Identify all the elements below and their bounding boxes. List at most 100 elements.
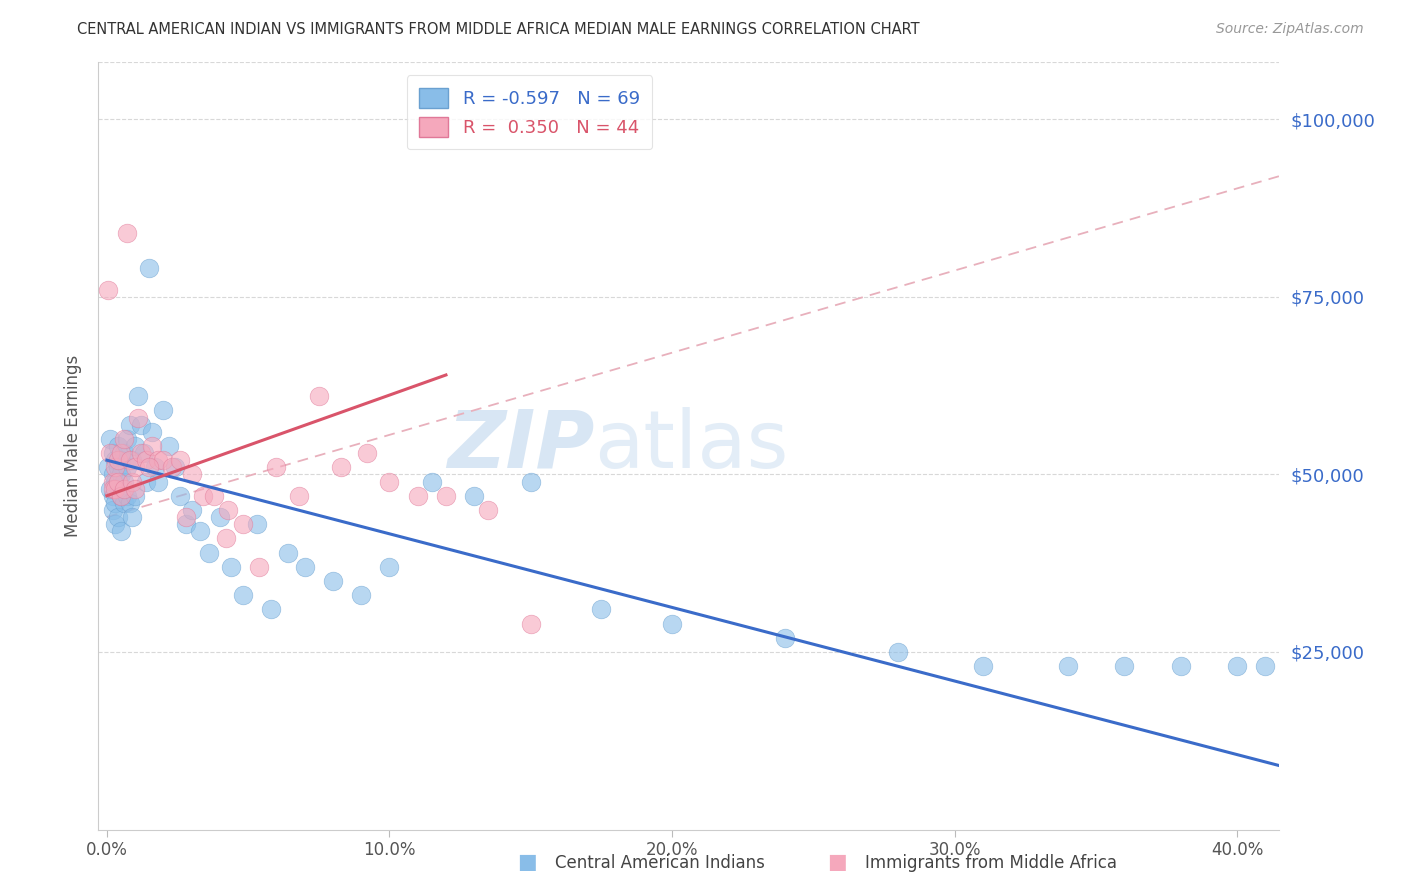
- Point: [180, 503, 202, 517]
- Point: [112, 496, 135, 510]
- Point: [112, 482, 135, 496]
- Point: [101, 446, 124, 460]
- Point: [174, 510, 197, 524]
- Point: [138, 460, 160, 475]
- Point: [231, 517, 253, 532]
- Point: [110, 489, 132, 503]
- Point: [434, 489, 457, 503]
- Text: ■: ■: [827, 853, 846, 872]
- Text: ZIP: ZIP: [447, 407, 595, 485]
- Point: [104, 482, 127, 496]
- Point: [124, 439, 146, 453]
- Point: [266, 460, 288, 475]
- Point: [152, 453, 174, 467]
- Point: [118, 453, 141, 467]
- Y-axis label: Median Male Earnings: Median Male Earnings: [65, 355, 83, 537]
- Point: [124, 460, 146, 475]
- Point: [118, 496, 141, 510]
- Point: [208, 510, 231, 524]
- Point: [152, 403, 174, 417]
- Point: [107, 475, 129, 489]
- Point: [110, 446, 132, 460]
- Point: [141, 425, 163, 439]
- Point: [249, 559, 271, 574]
- Point: [887, 645, 910, 659]
- Point: [188, 524, 211, 539]
- Point: [135, 453, 157, 467]
- Point: [972, 659, 994, 673]
- Point: [143, 460, 166, 475]
- Point: [112, 446, 135, 460]
- Point: [115, 226, 138, 240]
- Point: [217, 503, 239, 517]
- Point: [1112, 659, 1135, 673]
- Point: [146, 475, 169, 489]
- Point: [107, 453, 129, 467]
- Point: [118, 417, 141, 432]
- Point: [174, 517, 197, 532]
- Point: [138, 261, 160, 276]
- Point: [132, 446, 155, 460]
- Point: [163, 460, 186, 475]
- Point: [519, 616, 541, 631]
- Point: [101, 475, 124, 489]
- Point: [378, 475, 401, 489]
- Point: [135, 475, 157, 489]
- Point: [101, 467, 124, 482]
- Point: [260, 602, 283, 616]
- Point: [98, 432, 121, 446]
- Point: [141, 439, 163, 453]
- Point: [246, 517, 269, 532]
- Point: [378, 559, 401, 574]
- Point: [124, 482, 146, 496]
- Point: [115, 489, 138, 503]
- Point: [591, 602, 613, 616]
- Point: [97, 460, 120, 475]
- Point: [308, 389, 330, 403]
- Text: CENTRAL AMERICAN INDIAN VS IMMIGRANTS FROM MIDDLE AFRICA MEDIAN MALE EARNINGS CO: CENTRAL AMERICAN INDIAN VS IMMIGRANTS FR…: [77, 22, 920, 37]
- Point: [110, 524, 132, 539]
- Point: [104, 496, 127, 510]
- Point: [124, 489, 146, 503]
- Point: [420, 475, 443, 489]
- Point: [127, 410, 149, 425]
- Point: [101, 489, 124, 503]
- Point: [202, 489, 225, 503]
- Point: [110, 489, 132, 503]
- Point: [129, 417, 152, 432]
- Text: Source: ZipAtlas.com: Source: ZipAtlas.com: [1216, 22, 1364, 37]
- Point: [294, 559, 316, 574]
- Point: [97, 283, 120, 297]
- Point: [146, 453, 169, 467]
- Point: [110, 453, 132, 467]
- Point: [330, 460, 353, 475]
- Point: [98, 482, 121, 496]
- Point: [288, 489, 311, 503]
- Point: [127, 389, 149, 403]
- Point: [101, 482, 124, 496]
- Point: [406, 489, 429, 503]
- Point: [463, 489, 485, 503]
- Point: [107, 439, 129, 453]
- Point: [197, 545, 219, 559]
- Text: atlas: atlas: [595, 407, 789, 485]
- Point: [98, 446, 121, 460]
- Point: [121, 510, 143, 524]
- Point: [1170, 659, 1192, 673]
- Point: [115, 460, 138, 475]
- Legend: R = -0.597   N = 69, R =  0.350   N = 44: R = -0.597 N = 69, R = 0.350 N = 44: [406, 75, 652, 149]
- Point: [231, 588, 253, 602]
- Point: [104, 460, 127, 475]
- Point: [773, 631, 796, 645]
- Point: [160, 460, 183, 475]
- Point: [219, 559, 242, 574]
- Point: [107, 460, 129, 475]
- Point: [322, 574, 344, 588]
- Point: [477, 503, 499, 517]
- Point: [214, 532, 236, 546]
- Point: [104, 517, 127, 532]
- Text: Central American Indians: Central American Indians: [555, 855, 765, 872]
- Point: [169, 489, 191, 503]
- Point: [107, 510, 129, 524]
- Point: [115, 432, 138, 446]
